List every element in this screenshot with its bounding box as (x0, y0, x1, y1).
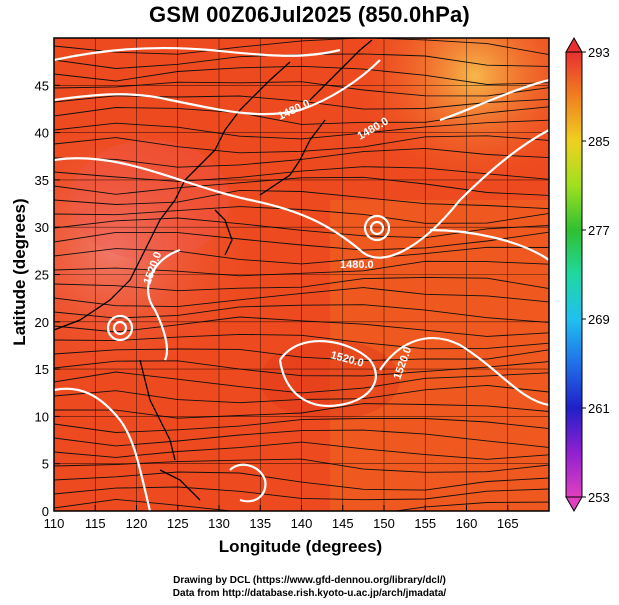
contour-label: 1480.0 (340, 259, 374, 271)
y-tick-label: 35 (35, 173, 49, 188)
colorbar-tick-label: 285 (588, 134, 610, 149)
coastlines (54, 39, 373, 501)
colorbar-tick-label: 253 (588, 490, 610, 505)
credit-drawing: Drawing by DCL (https://www.gfd-dennou.o… (173, 575, 446, 586)
y-tick-label: 45 (35, 78, 49, 93)
x-tick-label: 165 (497, 516, 519, 531)
x-tick-label: 115 (85, 516, 106, 531)
colorbar-max-arrow (565, 36, 583, 53)
y-tick-label: 20 (35, 315, 49, 330)
y-tick-label: 5 (42, 457, 49, 472)
credit-data: Data from http://database.rish.kyoto-u.a… (172, 588, 447, 599)
colorbar-tick-label: 261 (588, 401, 610, 416)
height-contours (54, 46, 549, 511)
x-tick-label: 110 (44, 516, 65, 531)
colorbar-min-arrow (565, 496, 583, 513)
graticule (54, 38, 549, 511)
x-tick-label: 125 (167, 516, 189, 531)
colorbar-tick-label: 269 (588, 312, 610, 327)
y-tick-label: 25 (35, 268, 49, 283)
x-tick-label: 150 (373, 516, 395, 531)
y-tick-label: 40 (35, 126, 49, 141)
x-tick-label: 160 (456, 516, 478, 531)
y-tick-label: 10 (35, 409, 49, 424)
x-tick-label: 140 (291, 516, 313, 531)
y-tick-label: 30 (35, 220, 49, 235)
x-tick-label: 130 (208, 516, 230, 531)
chart-title: GSM 00Z06Jul2025 (850.0hPa) (149, 2, 470, 27)
x-tick-label: 145 (332, 516, 354, 531)
x-tick-label: 155 (414, 516, 436, 531)
y-axis: 0 5 10 15 20 25 30 35 40 45 (35, 78, 60, 519)
x-axis-title: Longitude (degrees) (218, 537, 383, 556)
y-tick-label: 0 (42, 504, 49, 519)
x-tick-label: 120 (126, 516, 148, 531)
x-axis: 110 115 120 125 130 135 140 145 150 155 160 165 (44, 505, 519, 531)
x-tick-label: 135 (249, 516, 271, 531)
colorbar-tick-label: 277 (588, 223, 610, 238)
colorbar-scale (565, 51, 583, 498)
y-axis-title: Latitude (degrees) (10, 198, 29, 346)
colorbar: 293 285 277 269 261 253 (565, 36, 610, 513)
colorbar-tick-label: 293 (588, 45, 610, 60)
y-tick-label: 15 (35, 362, 49, 377)
